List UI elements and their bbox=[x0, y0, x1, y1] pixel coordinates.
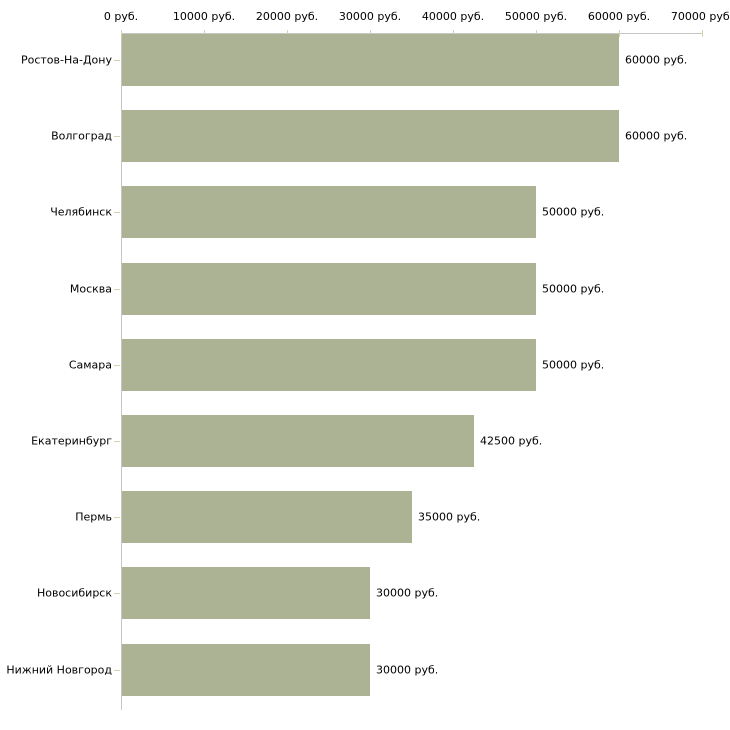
y-axis-tick bbox=[114, 212, 120, 213]
x-axis-line bbox=[121, 33, 703, 34]
y-axis-tick bbox=[114, 60, 120, 61]
x-axis-tick-label: 30000 руб. bbox=[338, 10, 402, 23]
x-axis-tick bbox=[453, 30, 454, 37]
bar bbox=[122, 186, 536, 238]
bar bbox=[122, 339, 536, 391]
y-axis-tick bbox=[114, 593, 120, 594]
bar bbox=[122, 491, 412, 543]
x-axis-tick bbox=[619, 30, 620, 37]
category-label: Самара bbox=[68, 358, 112, 372]
y-axis-tick bbox=[114, 441, 120, 442]
bar bbox=[122, 263, 536, 315]
x-axis-tick-label: 40000 руб. bbox=[421, 10, 485, 23]
x-axis-tick-label: 70000 руб. bbox=[670, 10, 730, 23]
value-label: 50000 руб. bbox=[542, 205, 605, 219]
y-axis-tick bbox=[114, 289, 120, 290]
value-label: 50000 руб. bbox=[542, 358, 605, 372]
x-axis-tick bbox=[121, 30, 122, 37]
bar bbox=[122, 644, 370, 696]
value-label: 30000 руб. bbox=[376, 586, 439, 600]
category-label: Челябинск bbox=[50, 205, 112, 219]
x-axis-tick bbox=[370, 30, 371, 37]
bar bbox=[122, 567, 370, 619]
y-axis-tick bbox=[114, 517, 120, 518]
x-axis-tick-label: 10000 руб. bbox=[172, 10, 236, 23]
value-label: 60000 руб. bbox=[625, 129, 688, 143]
bar bbox=[122, 34, 619, 86]
category-label: Ростов-На-Дону bbox=[20, 53, 112, 67]
y-axis-line bbox=[121, 33, 122, 710]
value-label: 30000 руб. bbox=[376, 663, 439, 677]
x-axis-tick bbox=[204, 30, 205, 37]
value-label: 42500 руб. bbox=[480, 434, 543, 448]
y-axis-tick bbox=[114, 670, 120, 671]
value-label: 35000 руб. bbox=[418, 510, 481, 524]
x-axis-tick-label: 0 руб. bbox=[103, 10, 139, 23]
category-label: Пермь bbox=[75, 510, 112, 524]
value-label: 60000 руб. bbox=[625, 53, 688, 67]
y-axis-tick bbox=[114, 365, 120, 366]
value-label: 50000 руб. bbox=[542, 282, 605, 296]
x-axis-tick bbox=[702, 30, 703, 37]
category-label: Нижний Новгород bbox=[6, 663, 112, 677]
bar bbox=[122, 110, 619, 162]
x-axis-tick-label: 50000 руб. bbox=[504, 10, 568, 23]
category-label: Волгоград bbox=[51, 129, 112, 143]
x-axis-tick bbox=[287, 30, 288, 37]
y-axis-tick bbox=[114, 136, 120, 137]
category-label: Екатеринбург bbox=[31, 434, 112, 448]
category-label: Новосибирск bbox=[36, 586, 112, 600]
x-axis-tick bbox=[536, 30, 537, 37]
category-label: Москва bbox=[69, 282, 112, 296]
x-axis-tick-label: 60000 руб. bbox=[587, 10, 651, 23]
bar bbox=[122, 415, 474, 467]
x-axis-tick-label: 20000 руб. bbox=[255, 10, 319, 23]
